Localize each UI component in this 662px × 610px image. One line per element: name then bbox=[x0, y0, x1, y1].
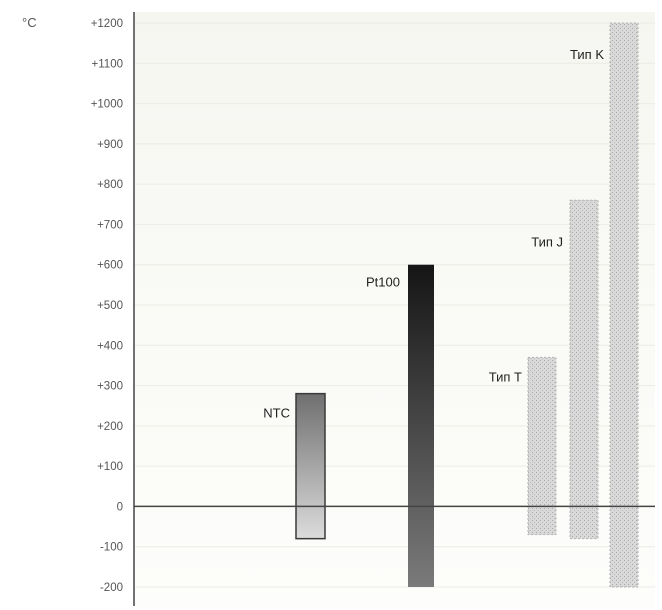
y-tick-label: +900 bbox=[97, 139, 123, 151]
bar-label: Pt100 bbox=[366, 275, 400, 290]
y-tick-label: +400 bbox=[97, 340, 123, 352]
bar-label: Тип T bbox=[489, 369, 522, 384]
bars bbox=[295, 22, 639, 588]
y-tick-label: -200 bbox=[100, 582, 123, 594]
y-tick-label: +1200 bbox=[91, 18, 123, 30]
y-tick-label: +1000 bbox=[91, 99, 123, 111]
y-tick-label: +700 bbox=[97, 219, 123, 231]
y-tick-label: +300 bbox=[97, 381, 123, 393]
bar-pt100 bbox=[408, 264, 434, 587]
axes bbox=[133, 12, 655, 606]
y-tick-label: +100 bbox=[97, 461, 123, 473]
bar-labels: NTC Pt100 Тип T Тип J Тип K bbox=[263, 47, 604, 421]
y-tick-label: +1100 bbox=[92, 58, 123, 70]
plot-background bbox=[135, 12, 655, 608]
bar-label: Тип K bbox=[570, 47, 604, 62]
bar-тип-t bbox=[527, 356, 557, 536]
y-tick-label: +200 bbox=[97, 421, 123, 433]
y-tick-label: 0 bbox=[117, 501, 123, 513]
bar-label: Тип J bbox=[531, 234, 563, 249]
bar-тип-k bbox=[609, 22, 639, 588]
y-tick-labels: +1200+1100+1000+900+800+700+600+500+400+… bbox=[91, 18, 123, 594]
y-tick-label: -100 bbox=[100, 542, 123, 554]
grid-lines bbox=[135, 22, 655, 588]
y-tick-label: +500 bbox=[97, 300, 123, 312]
y-unit-label: °C bbox=[22, 15, 37, 30]
bar-ntc bbox=[295, 392, 326, 540]
bar-label: NTC bbox=[263, 406, 290, 421]
y-tick-label: +600 bbox=[97, 260, 123, 272]
bar-тип-j bbox=[569, 199, 599, 540]
y-tick-label: +800 bbox=[97, 179, 123, 191]
